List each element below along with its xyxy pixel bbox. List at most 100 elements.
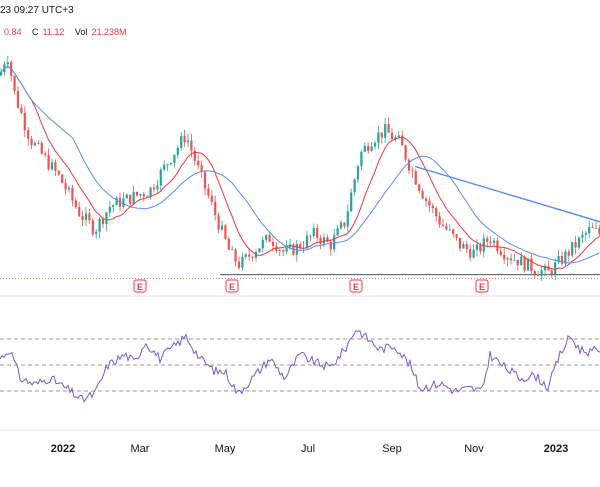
candle-body — [183, 136, 186, 143]
candle-body — [13, 75, 16, 91]
candle-body — [207, 188, 210, 196]
candle-body — [319, 237, 322, 244]
candle-body — [363, 145, 366, 152]
candle-body — [533, 271, 536, 275]
candle-body — [411, 170, 414, 172]
candle-body — [523, 256, 526, 271]
candle-body — [88, 213, 91, 221]
earnings-marker-glyph: E — [229, 282, 235, 292]
time-axis: 2022 Mar May Jul Sep Nov 2023 — [51, 443, 568, 455]
candle-body — [241, 256, 244, 268]
candle-body — [37, 142, 40, 144]
candle-body — [227, 238, 230, 250]
candle-body — [401, 135, 404, 146]
candle-body — [197, 160, 200, 166]
candle-body — [214, 201, 217, 216]
candle-body — [47, 154, 50, 170]
time-axis-tick-label: May — [215, 443, 236, 455]
candle-body — [78, 207, 81, 217]
candle-body — [108, 206, 111, 213]
candle-body — [57, 170, 60, 175]
candle-body — [132, 191, 135, 204]
candle-body — [33, 142, 37, 146]
candle-body — [435, 207, 438, 217]
candle-body — [462, 244, 465, 249]
ohlc-close: C 11.12 — [32, 27, 65, 37]
candle-body — [445, 225, 448, 230]
candle-body — [125, 194, 128, 199]
ohlc-readout: 0.84 C 11.12 Vol 21.238M — [0, 27, 134, 37]
candle-body — [61, 174, 64, 183]
candle-body — [550, 270, 553, 275]
candle-body — [554, 262, 557, 275]
candle-body — [295, 243, 298, 255]
candle-body — [248, 254, 251, 257]
candle-body — [584, 233, 587, 235]
candle-body — [265, 234, 268, 240]
earnings-marker[interactable]: E — [475, 279, 489, 293]
earnings-marker[interactable]: E — [225, 279, 239, 293]
candle-body — [516, 259, 519, 266]
candle-body — [509, 258, 513, 261]
candle-body — [452, 229, 455, 235]
candle-body — [407, 159, 411, 171]
candle-body — [367, 145, 370, 151]
candle-body — [560, 256, 564, 264]
candle-body — [343, 222, 346, 227]
candle-body — [299, 243, 302, 249]
candle-body — [598, 227, 600, 234]
candle-body — [591, 226, 594, 229]
candle-body — [292, 244, 295, 255]
candle-body — [210, 195, 213, 202]
earnings-marker[interactable]: E — [349, 279, 363, 293]
descending-trendline[interactable] — [414, 165, 600, 223]
candle-body — [135, 191, 139, 196]
candle-body — [176, 147, 179, 155]
candle-body — [421, 190, 424, 199]
candle-body — [261, 239, 264, 249]
candle-body — [234, 249, 237, 262]
earnings-marker-glyph: E — [479, 282, 485, 292]
candle-body — [540, 270, 543, 276]
candle-body — [71, 187, 74, 201]
candle-body — [339, 222, 343, 229]
candle-body — [30, 138, 33, 146]
candle-body — [152, 187, 156, 190]
candle-body — [387, 124, 390, 133]
candle-body — [231, 249, 234, 251]
rsi-panel[interactable] — [0, 330, 600, 403]
candle-body — [258, 248, 261, 253]
candle-body — [190, 140, 193, 151]
candle-body — [353, 179, 356, 193]
candle-body — [455, 234, 458, 238]
ohlc-low: 0.84 — [4, 27, 22, 37]
candle-body — [356, 166, 360, 180]
candle-body — [503, 254, 506, 260]
candle-body — [271, 241, 275, 247]
candle-body — [567, 251, 570, 256]
candle-body — [513, 259, 516, 261]
candle-body — [404, 145, 407, 160]
candle-body — [479, 244, 482, 252]
candle-body — [251, 256, 254, 258]
candle-body — [203, 171, 207, 189]
earnings-marker[interactable]: E — [133, 279, 147, 293]
candle-body — [428, 200, 431, 206]
moving-average-fast-line — [0, 65, 600, 270]
candle-body — [499, 251, 502, 255]
candle-body — [20, 107, 23, 114]
candle-body — [44, 153, 47, 155]
candle-body — [180, 136, 183, 148]
candle-body — [360, 151, 363, 167]
candle-body — [122, 198, 125, 207]
price-panel[interactable] — [0, 55, 600, 281]
candle-body — [50, 162, 54, 170]
candle-body — [458, 237, 462, 249]
candle-body — [489, 241, 492, 243]
candle-body — [414, 171, 417, 185]
candle-body — [54, 162, 57, 171]
candle-body — [217, 215, 220, 230]
time-axis-tick-label: Mar — [131, 443, 150, 455]
